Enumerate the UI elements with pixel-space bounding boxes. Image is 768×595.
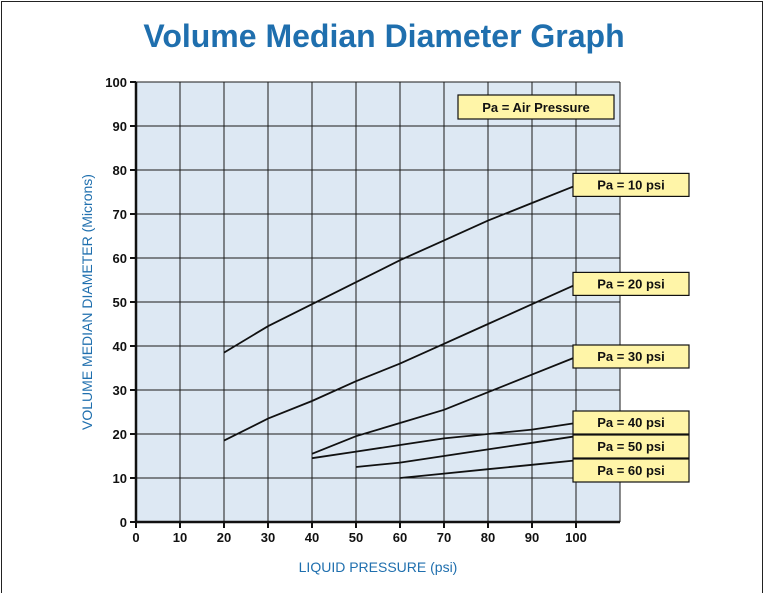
y-tick-label: 100 <box>105 75 127 90</box>
series-callout-label: Pa = 40 psi <box>597 415 665 430</box>
series-line <box>311 422 577 460</box>
series-callout-box <box>572 410 690 435</box>
series-callout-label: Pa = 60 psi <box>597 463 665 478</box>
x-tick-label: 30 <box>261 530 275 545</box>
series-callout-box <box>572 172 690 197</box>
series-line <box>355 435 577 468</box>
series-line <box>223 184 577 354</box>
y-tick-label: 70 <box>113 207 127 222</box>
x-tick-label: 10 <box>173 530 187 545</box>
air-pressure-note-box <box>457 94 615 120</box>
series-callout-label: Pa = 50 psi <box>597 439 665 454</box>
x-axis-title: LIQUID PRESSURE (psi) <box>299 559 458 575</box>
x-tick-label: 90 <box>525 530 539 545</box>
y-tick-label: 40 <box>113 339 127 354</box>
series-line <box>399 459 577 479</box>
x-tick-label: 0 <box>132 530 139 545</box>
series-callout-label: Pa = 20 psi <box>597 276 665 291</box>
y-tick-label: 20 <box>113 427 127 442</box>
axes: 0 10 20 30 40 50 60 70 80 90 100 0 10 20 30 40 50 60 70 80 9… <box>105 75 620 545</box>
series-callout-box <box>572 344 690 369</box>
series-callouts: Pa = 10 psi Pa = 20 psi Pa = 30 psi Pa = 40… <box>572 172 690 483</box>
y-tick-label: 30 <box>113 383 127 398</box>
x-tick-label: 70 <box>437 530 451 545</box>
series-callout-box <box>572 434 690 459</box>
series-callout-box <box>572 458 690 483</box>
x-tick-label: 20 <box>217 530 231 545</box>
series-callout-label: Pa = 30 psi <box>597 349 665 364</box>
air-pressure-note-text: Pa = Air Pressure <box>482 100 590 115</box>
chart-title: Volume Median Diameter Graph <box>143 18 625 54</box>
y-tick-label: 50 <box>113 295 127 310</box>
y-tick-label: 80 <box>113 163 127 178</box>
series-line <box>311 356 577 455</box>
air-pressure-note: Pa = Air Pressure <box>457 94 615 120</box>
x-tick-label: 40 <box>305 530 319 545</box>
y-tick-label: 90 <box>113 119 127 134</box>
series-lines <box>223 184 577 479</box>
x-tick-label: 80 <box>481 530 495 545</box>
y-tick-label: 60 <box>113 251 127 266</box>
grid-lines <box>136 81 621 522</box>
y-axis-title: VOLUME MEDIAN DIAMETER (Microns) <box>79 174 95 430</box>
y-tick-label: 10 <box>113 471 127 486</box>
series-line <box>223 283 577 442</box>
series-callout-box <box>572 271 690 296</box>
x-tick-label: 60 <box>393 530 407 545</box>
x-tick-label: 50 <box>349 530 363 545</box>
series-callout-label: Pa = 10 psi <box>597 177 665 192</box>
y-tick-label: 0 <box>120 515 127 530</box>
x-tick-label: 100 <box>565 530 587 545</box>
